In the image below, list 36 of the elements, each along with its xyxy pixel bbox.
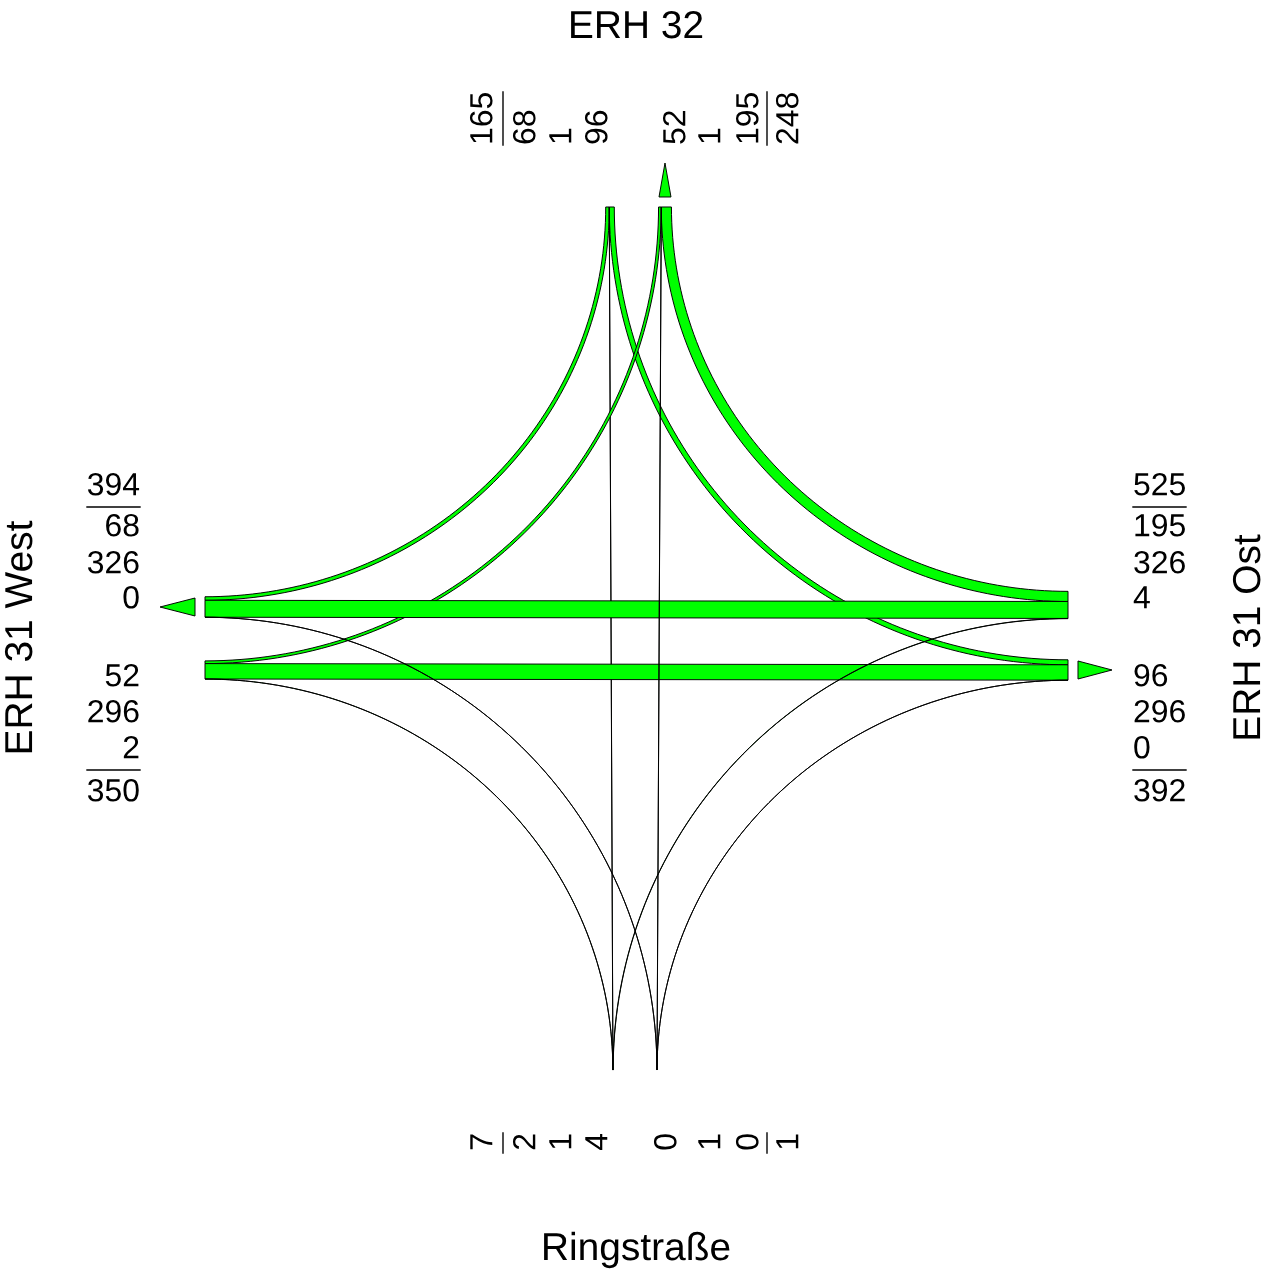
data-label: 326	[87, 550, 139, 574]
data-label: 1	[698, 1134, 721, 1149]
text: 165	[469, 93, 493, 143]
data-label: 4	[1133, 586, 1150, 609]
text: 7	[470, 1134, 493, 1150]
category-label: Ringstraße	[544, 1231, 730, 1269]
data-label: 0	[653, 1134, 677, 1150]
data-label: 0	[1134, 735, 1150, 759]
data-label: 296	[1134, 699, 1185, 723]
data-label: 1	[698, 128, 721, 143]
data-label: 4	[585, 1133, 608, 1151]
text: 1	[776, 1134, 799, 1149]
data-label: 96	[584, 110, 608, 144]
data-label: 2	[512, 1134, 536, 1150]
text: 525	[1134, 472, 1185, 496]
data-label: 195	[735, 93, 759, 143]
data-label: 52	[662, 111, 686, 144]
data-label: 52	[105, 663, 139, 687]
data-label: 0	[735, 1134, 759, 1150]
data-label: 2	[123, 735, 139, 759]
category-label: ERH 31 Ost	[1232, 534, 1261, 739]
data-label: 326	[1134, 550, 1185, 574]
category-label: ERH 32	[571, 10, 703, 39]
data-label: 296	[88, 699, 139, 723]
data-label: 68	[512, 110, 536, 144]
text: 350	[87, 778, 139, 802]
text: 394	[87, 472, 140, 496]
text: 392	[1134, 778, 1185, 802]
data-label: 195	[1135, 513, 1185, 537]
data-label: 1	[549, 1134, 572, 1149]
data-label: 68	[106, 513, 139, 537]
data-label: 1	[549, 128, 572, 143]
text: 248	[775, 93, 799, 144]
data-label: 0	[123, 585, 139, 609]
category-label: ERH 31 West	[4, 520, 33, 753]
data-label: 96	[1134, 663, 1168, 687]
